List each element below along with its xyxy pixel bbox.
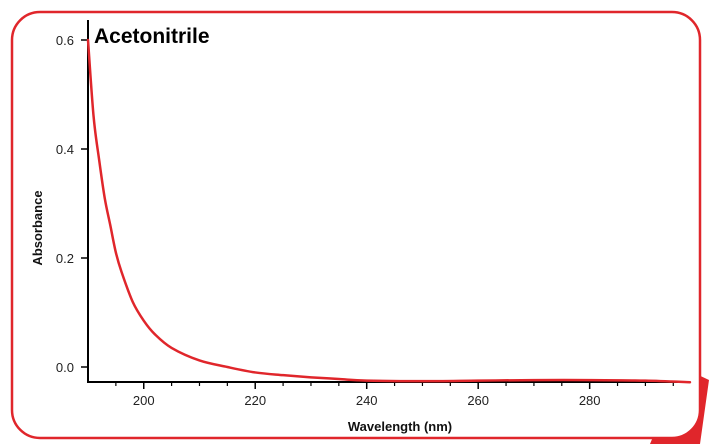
y-tick-label: 0.4 (56, 142, 74, 157)
x-axis-title: Wavelength (nm) (348, 419, 452, 434)
x-major-ticks (142, 382, 591, 389)
x-tick-label: 280 (579, 393, 601, 408)
y-tick-labels: 0.0 0.2 0.4 0.6 (56, 33, 74, 375)
x-tick-label: 240 (356, 393, 378, 408)
y-tick-label: 0.2 (56, 251, 74, 266)
plot-area: 200 220 240 260 280 0.0 0.2 0.4 0.6 (56, 20, 692, 408)
absorbance-series-line (86, 38, 692, 384)
chart-frame-border (10, 10, 702, 440)
x-tick-labels: 200 220 240 260 280 (133, 393, 601, 408)
x-tick-label: 260 (467, 393, 489, 408)
y-tick-label: 0.6 (56, 33, 74, 48)
y-axis-title: Absorbance (30, 190, 45, 265)
chart-title: Acetonitrile (94, 25, 210, 48)
x-tick-label: 220 (244, 393, 266, 408)
x-tick-label: 200 (133, 393, 155, 408)
y-tick-label: 0.0 (56, 360, 74, 375)
x-minor-ticks (115, 382, 674, 386)
